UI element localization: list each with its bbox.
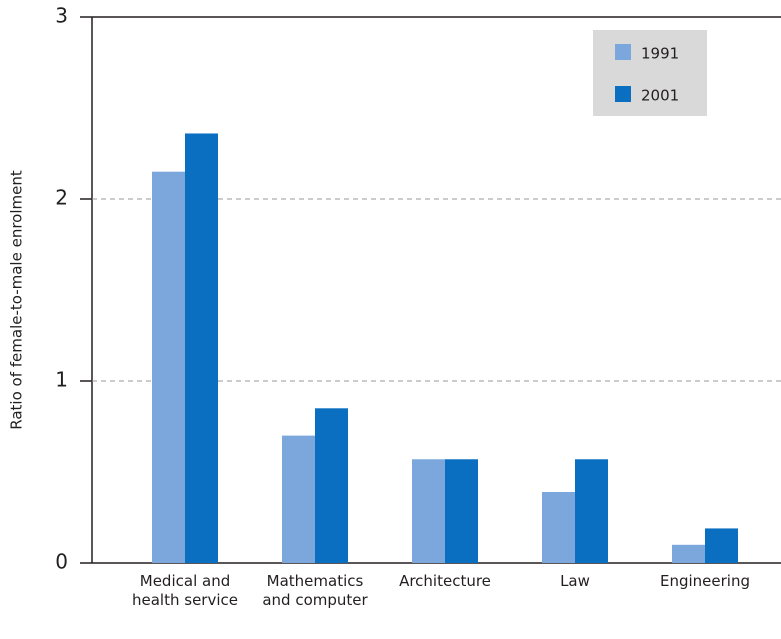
x-tick-label: Law	[560, 572, 590, 590]
bar	[672, 544, 705, 563]
bar	[542, 492, 575, 563]
bar	[575, 459, 608, 563]
legend-box	[593, 30, 707, 116]
bar	[315, 408, 348, 563]
x-tick-label: Engineering	[660, 572, 750, 590]
bar	[445, 459, 478, 563]
y-tick-label: 1	[55, 368, 68, 392]
y-tick-label: 2	[55, 186, 68, 210]
y-axis-label: Ratio of female-to-male enrolment	[8, 170, 26, 430]
x-tick-label: Medical and health service	[132, 572, 238, 609]
legend-swatch	[615, 86, 631, 102]
bar	[185, 133, 218, 564]
bar	[705, 528, 738, 563]
y-tick-label: 0	[55, 550, 68, 574]
bar	[412, 459, 445, 563]
bar	[282, 435, 315, 563]
legend-label: 2001	[641, 87, 679, 105]
bar	[152, 171, 185, 563]
x-tick-label: Architecture	[399, 572, 491, 590]
y-tick-label: 3	[55, 4, 68, 28]
x-tick-label: Mathematics and computer	[262, 572, 368, 609]
legend-swatch	[615, 44, 631, 60]
legend-label: 1991	[641, 45, 679, 63]
